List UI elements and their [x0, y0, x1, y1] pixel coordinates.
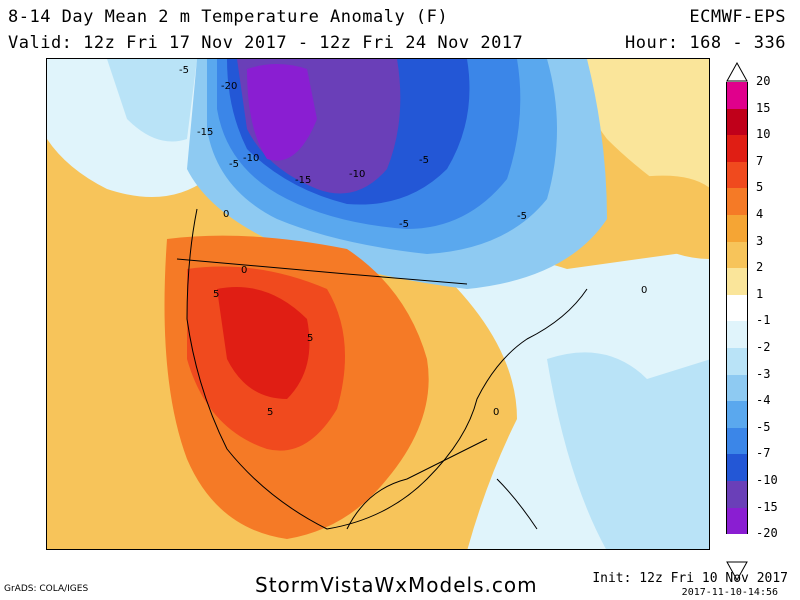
colorbar-label: 1: [756, 286, 764, 301]
temperature-anomaly-map: -5 -20 -15 -10 -5 -15 -10 -5 -5 -5 0 0 5…: [46, 58, 710, 550]
colorbar-swatch: [726, 481, 748, 508]
colorbar-label: 10: [756, 127, 771, 142]
colorbar-label: -20: [756, 526, 778, 541]
colorbar-bottom-arrow: [726, 561, 748, 581]
colorbar-label: 5: [756, 180, 764, 195]
colorbar-label: 15: [756, 100, 771, 115]
contour-label: -5: [399, 219, 409, 230]
contour-label: -10: [243, 153, 259, 164]
grads-credit: GrADS: COLA/IGES: [4, 584, 89, 594]
colorbar-label: -7: [756, 446, 771, 461]
colorbar-label: -4: [756, 393, 771, 408]
colorbar-swatch: [726, 108, 748, 136]
colorbar-swatch: [726, 427, 748, 455]
timestamp: 2017-11-10-14:56: [681, 587, 778, 598]
colorbar-swatch: [726, 161, 748, 189]
colorbar-swatch: [726, 507, 748, 535]
colorbar: 20 15 10 7 5 4 3 2 1 -1 -2 -3 -4 -5 -7 -10 -15 -20: [726, 62, 796, 581]
colorbar-label: 7: [756, 153, 764, 168]
colorbar-swatch: [726, 215, 748, 242]
contour-label: -15: [295, 175, 311, 186]
contour-label: -20: [221, 81, 237, 92]
contour-label: -5: [179, 65, 189, 76]
colorbar-label: -15: [756, 499, 778, 514]
contour-label: 5: [213, 289, 219, 300]
site-name: StormVistaWxModels.com: [255, 573, 538, 597]
colorbar-swatch: [726, 241, 748, 269]
colorbar-swatch: [726, 82, 748, 109]
colorbar-swatch: [726, 454, 748, 481]
colorbar-label: -3: [756, 366, 771, 381]
contour-labels: -5 -20 -15 -10 -5 -15 -10 -5 -5 -5 0 0 5…: [179, 65, 647, 418]
contour-label: -15: [197, 127, 213, 138]
contour-label: 0: [493, 407, 499, 418]
colorbar-swatch: [726, 135, 748, 162]
colorbar-label: -1: [756, 313, 771, 328]
contour-label: 0: [223, 209, 229, 220]
colorbar-label: -5: [756, 419, 771, 434]
forecast-hour: Hour: 168 - 336: [624, 33, 786, 53]
contour-label: 0: [241, 265, 247, 276]
contour-label: -5: [229, 159, 239, 170]
contour-label: -5: [419, 155, 429, 166]
model-name: ECMWF-EPS: [689, 7, 786, 27]
colorbar-label: -2: [756, 340, 771, 354]
init-time: Init: 12z Fri 10 Nov 2017: [592, 571, 788, 586]
contour-label: 5: [307, 333, 313, 344]
map-title: 8-14 Day Mean 2 m Temperature Anomaly (F…: [8, 7, 449, 27]
colorbar-swatch: [726, 268, 748, 295]
colorbar-swatch: [726, 321, 748, 348]
colorbar-top-arrow: [726, 62, 748, 82]
colorbar-label: -10: [756, 473, 778, 487]
colorbar-swatch: [726, 188, 748, 215]
colorbar-swatch: [726, 348, 748, 375]
colorbar-swatch: [726, 401, 748, 428]
contour-label: 5: [267, 407, 273, 418]
colorbar-swatch: [726, 294, 748, 322]
colorbar-label: 3: [756, 233, 764, 248]
colorbar-label: 2: [756, 260, 764, 275]
contour-label: -10: [349, 169, 365, 180]
valid-period: Valid: 12z Fri 17 Nov 2017 - 12z Fri 24 …: [8, 33, 524, 53]
colorbar-label: 20: [756, 74, 771, 88]
colorbar-label: 4: [756, 207, 764, 221]
colorbar-swatch: [726, 374, 748, 402]
contour-label: 0: [641, 285, 647, 296]
contour-label: -5: [517, 211, 527, 222]
